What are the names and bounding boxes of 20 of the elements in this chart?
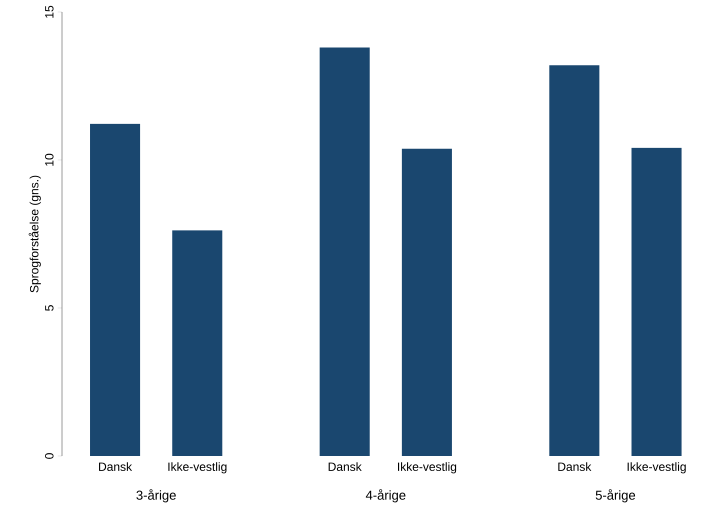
bar (90, 124, 140, 456)
x-tick-label: 4-årige (366, 489, 406, 502)
bar (320, 48, 370, 456)
series-label: Ikke-vestlig (168, 462, 226, 474)
series-label: Dansk (99, 462, 132, 471)
y-tick-label: 10 (45, 154, 54, 166)
y-axis-title: Sprogforståelse (gns.) (28, 176, 41, 292)
bar (549, 65, 600, 456)
y-tick-label: 15 (45, 6, 54, 18)
text: Dansk (558, 462, 592, 471)
text: Ikke-vestlig (628, 462, 686, 474)
bar (632, 148, 682, 456)
text: Ikke-vestlig (398, 462, 456, 474)
y-tick-label: 0 (45, 453, 54, 459)
y-tick-label: 5 (45, 305, 54, 311)
text: Dansk (328, 462, 362, 471)
bar (402, 148, 452, 456)
bar (172, 230, 222, 456)
x-tick-label: 3-årige (136, 489, 176, 502)
x-tick-label: 5-årige (596, 489, 636, 502)
